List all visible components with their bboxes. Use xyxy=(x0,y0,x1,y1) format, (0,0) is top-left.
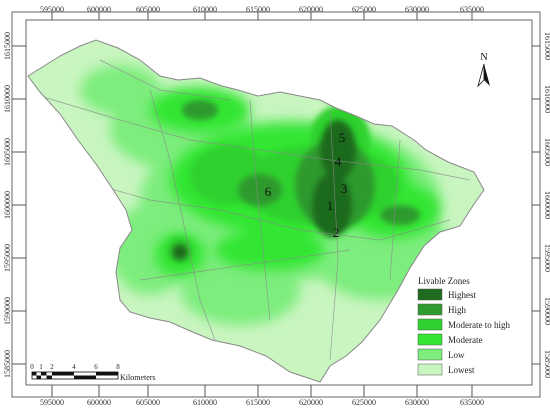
y-tick-label: 1585000 xyxy=(543,350,550,378)
x-tick-label: 600000 xyxy=(87,5,111,14)
x-tick-label: 595000 xyxy=(40,5,64,14)
road-network xyxy=(39,59,471,361)
legend-title: Livable Zones xyxy=(418,276,470,286)
scale-tick-label: 4 xyxy=(72,363,76,371)
x-tick-label: 635000 xyxy=(460,5,484,14)
x-tick-label: 610000 xyxy=(193,398,217,407)
x-tick-label: 615000 xyxy=(246,398,270,407)
zone-label: 1 xyxy=(327,198,334,213)
legend-swatch xyxy=(417,348,443,361)
legend-item-label: Moderate xyxy=(448,335,482,345)
scale-tick-label: 1 xyxy=(39,363,43,371)
scale-tick-label: 0 xyxy=(30,363,34,371)
x-tick-label: 625000 xyxy=(352,5,376,14)
y-tick-label: 1600000 xyxy=(543,191,550,219)
y-tick-label: 1590000 xyxy=(543,297,550,325)
scale-tick-label: 8 xyxy=(116,363,120,371)
zone-highest xyxy=(172,120,356,260)
legend-item-label: Highest xyxy=(448,290,476,300)
legend-swatch xyxy=(417,318,443,331)
x-tick-label: 635000 xyxy=(460,398,484,407)
y-tick-label: 1615000 xyxy=(3,32,12,60)
x-tick-label: 600000 xyxy=(87,398,111,407)
y-tick-label: 1595000 xyxy=(3,244,12,272)
legend-item-label: High xyxy=(448,305,467,315)
y-tick-label: 1585000 xyxy=(3,350,12,378)
x-tick-label: 620000 xyxy=(299,398,323,407)
y-tick-label: 1600000 xyxy=(3,191,12,219)
scale-tick-label: 6 xyxy=(94,363,98,371)
graticule-ticks xyxy=(12,12,540,397)
north-label: N xyxy=(480,52,487,63)
y-tick-label: 1610000 xyxy=(543,85,550,113)
y-tick-label: 1590000 xyxy=(3,297,12,325)
x-tick-label: 605000 xyxy=(136,5,160,14)
legend-swatch xyxy=(417,303,443,316)
zone-label: 4 xyxy=(335,154,342,169)
x-tick-label: 625000 xyxy=(352,398,376,407)
legend-item-label: Lowest xyxy=(448,365,475,375)
y-tick-label: 1610000 xyxy=(3,85,12,113)
scale-bar: 0 1 2 4 6 8 Kilometers xyxy=(30,363,155,382)
legend-item-label: Moderate to high xyxy=(448,320,510,330)
y-axis-labels: 1615000 1610000 1605000 1600000 1595000 … xyxy=(3,32,550,378)
zone-label: 5 xyxy=(339,130,346,145)
x-tick-label: 630000 xyxy=(405,5,429,14)
zone-label: 3 xyxy=(341,181,348,196)
zone-label: 2 xyxy=(333,225,340,240)
legend-swatch xyxy=(417,333,443,346)
x-tick-label: 610000 xyxy=(193,5,217,14)
x-axis-labels: 595000 600000 605000 610000 615000 62000… xyxy=(40,5,484,407)
map-frame-inner xyxy=(25,19,533,386)
x-tick-label: 630000 xyxy=(405,398,429,407)
x-tick-label: 615000 xyxy=(246,5,270,14)
y-tick-label: 1605000 xyxy=(543,138,550,166)
legend: Livable Zones Highest High Moderate to hig… xyxy=(417,276,510,376)
x-tick-label: 620000 xyxy=(299,5,323,14)
zone-label: 6 xyxy=(265,184,272,199)
legend-swatch xyxy=(417,363,443,376)
scale-tick-label: 2 xyxy=(50,363,54,371)
north-arrow-icon: N xyxy=(477,52,490,88)
x-tick-label: 605000 xyxy=(136,398,160,407)
legend-item-label: Low xyxy=(448,350,465,360)
y-tick-label: 1615000 xyxy=(543,32,550,60)
y-tick-label: 1595000 xyxy=(543,244,550,272)
x-tick-label: 595000 xyxy=(40,398,64,407)
scale-unit-label: Kilometers xyxy=(120,373,156,382)
legend-swatch xyxy=(417,288,443,301)
zone-number-labels: 5 4 3 1 2 6 xyxy=(265,130,348,240)
region-boundary xyxy=(27,39,485,383)
y-tick-label: 1605000 xyxy=(3,138,12,166)
